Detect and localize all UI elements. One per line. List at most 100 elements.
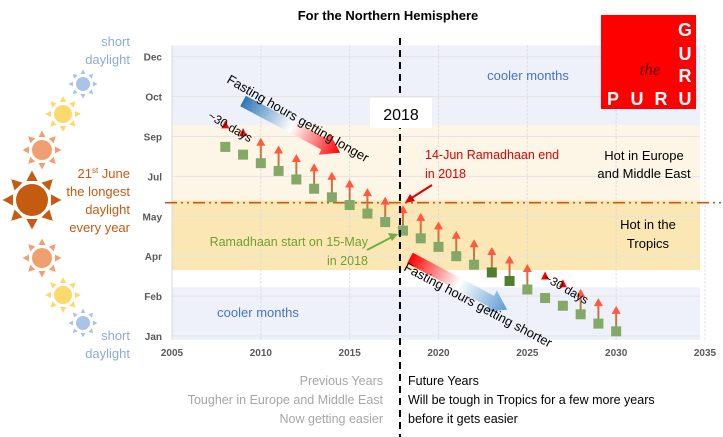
- sun-icon: [22, 238, 62, 278]
- start-square: [362, 208, 373, 219]
- sun-icon: [2, 170, 62, 230]
- band-label-hot-europe-1: Hot in Europe: [604, 148, 684, 163]
- start-square: [255, 158, 266, 169]
- sun-ray: [69, 120, 76, 127]
- sun-ray: [80, 69, 86, 74]
- future-line-1: Future Years: [408, 374, 479, 388]
- sun-ray: [88, 73, 94, 79]
- start-square: [557, 300, 568, 311]
- x-tick-label: 2005: [161, 348, 184, 359]
- end-arrowhead: [593, 298, 603, 307]
- duration-arrow: [313, 170, 316, 189]
- sun-ray: [2, 194, 13, 206]
- start-annotation-2: in 2018: [327, 254, 368, 268]
- sun-ray: [48, 264, 56, 272]
- divider-label-box: [370, 98, 432, 128]
- future-line-2: Will be tough in Tropics for a few more …: [408, 393, 655, 407]
- end-arrowhead: [327, 171, 337, 180]
- sun-ray: [41, 209, 53, 221]
- longest-label: the longest: [66, 184, 130, 199]
- chart-title: For the Northern Hemisphere: [298, 8, 479, 23]
- every-year-label: every year: [69, 220, 130, 235]
- y-tick-label: Apr: [145, 252, 162, 263]
- sun-ray: [26, 170, 38, 181]
- sun-ray: [41, 179, 53, 191]
- sun-ray: [11, 209, 23, 221]
- x-tick-label: 2020: [427, 348, 450, 359]
- sun-ray: [80, 333, 86, 338]
- sun-ray: [50, 282, 57, 289]
- end-triangle: [239, 128, 248, 137]
- end-arrowhead: [487, 246, 497, 255]
- start-square: [451, 251, 462, 262]
- y-tick-label: Dec: [144, 53, 163, 64]
- svg-text:G: G: [678, 20, 692, 40]
- duration-arrow: [295, 160, 298, 180]
- sun-disc: [16, 184, 48, 216]
- duration-arrow: [384, 203, 387, 223]
- sun-ray: [50, 101, 57, 108]
- end-arrowhead: [309, 163, 319, 172]
- start-square: [291, 174, 302, 185]
- end-arrowhead: [611, 305, 621, 314]
- y-tick-label: Jan: [145, 332, 162, 343]
- sun-ray: [28, 136, 36, 144]
- duration-arrow: [259, 144, 262, 164]
- sun-ray: [80, 308, 86, 313]
- start-square: [380, 217, 391, 228]
- start-square: [469, 259, 480, 270]
- x-tick-label: 2010: [250, 348, 273, 359]
- sun-ray: [28, 264, 36, 272]
- end-arrowhead: [274, 145, 284, 154]
- x-tick-label: 2030: [605, 348, 628, 359]
- end-arrowhead: [362, 188, 372, 197]
- start-square: [326, 192, 337, 203]
- end-arrowhead: [469, 239, 479, 248]
- sun-icon: [68, 69, 98, 99]
- duration-arrow: [508, 262, 511, 281]
- longer-trend-arrow: [240, 95, 341, 155]
- sun-ray: [69, 301, 76, 308]
- sun-ray: [55, 254, 62, 262]
- future-line-3: before it gets easier: [408, 412, 518, 426]
- duration-arrow: [526, 271, 529, 290]
- sun-disc: [32, 140, 52, 160]
- start-square: [433, 241, 444, 252]
- left-panel: short daylight 21st June the longest day…: [66, 34, 130, 361]
- sun-icon: [45, 277, 81, 313]
- start-square: [415, 233, 426, 244]
- sun-ray: [38, 163, 46, 170]
- band-label-hot-europe-2: and Middle East: [597, 166, 691, 181]
- end-triangle: [541, 271, 550, 280]
- end-triangle: [558, 279, 567, 288]
- sun-disc: [54, 286, 72, 304]
- sun-disc: [76, 316, 90, 330]
- sun-icons: [2, 69, 98, 338]
- short-daylight-top-2: daylight: [85, 52, 130, 67]
- duration-arrow: [615, 312, 618, 332]
- sun-ray: [69, 282, 76, 289]
- end-arrowhead: [256, 137, 266, 146]
- sun-ray: [88, 312, 94, 318]
- end-arrowhead: [416, 212, 426, 221]
- start-square: [397, 225, 408, 236]
- sun-ray: [68, 81, 73, 87]
- sun-ray: [50, 120, 57, 127]
- svg-text:R: R: [655, 89, 668, 109]
- x-tick-label: 2025: [516, 348, 539, 359]
- sun-ray: [88, 328, 94, 334]
- shorter-trend-arrow: [407, 252, 508, 312]
- duration-arrow: [473, 246, 476, 265]
- svg-text:U: U: [679, 44, 692, 64]
- sun-icon: [22, 130, 62, 170]
- end-arrowhead: [505, 255, 515, 264]
- sun-ray: [80, 94, 86, 99]
- sun-ray: [26, 219, 38, 230]
- y-tick-label: Feb: [144, 292, 162, 303]
- end-arrowhead: [434, 221, 443, 230]
- duration-arrow: [437, 228, 440, 247]
- sun-ray: [93, 320, 98, 326]
- x-tick-label: 2015: [339, 348, 362, 359]
- sun-ray: [28, 156, 36, 164]
